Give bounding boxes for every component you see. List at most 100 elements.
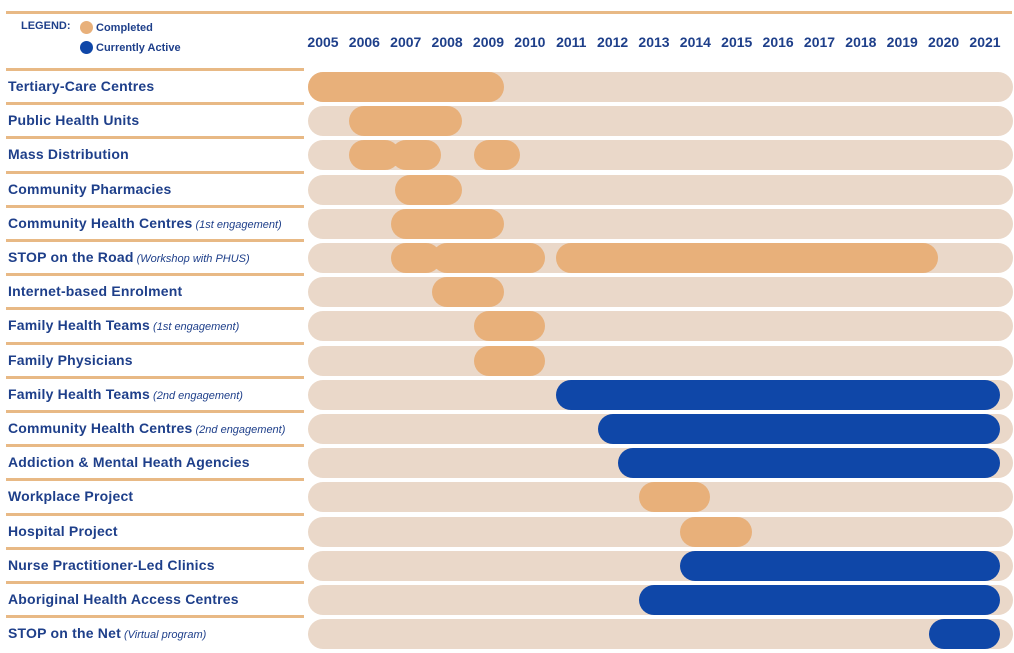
year-tick-label: 2021 <box>969 34 1001 50</box>
legend: LEGEND: Completed Currently Active <box>0 0 300 60</box>
year-tick-label: 2019 <box>886 34 918 50</box>
completed-period-bar <box>432 243 545 273</box>
row-label-text: Community Pharmacies <box>8 180 172 197</box>
completed-period-bar <box>680 516 752 547</box>
row-label: Mass Distribution <box>8 146 129 162</box>
completed-period-bar <box>394 174 463 205</box>
completed-period-bar <box>432 277 504 308</box>
timeline-track <box>308 243 1013 273</box>
row-label-note: (Virtual program) <box>123 629 207 642</box>
year-tick-label: 2018 <box>845 34 877 50</box>
timeline-track <box>308 482 1013 513</box>
year-tick-label: 2020 <box>928 34 960 50</box>
timeline-track <box>308 106 1013 137</box>
row-divider <box>6 307 304 311</box>
row-label: STOP on the Road (Workshop with PHUS) <box>8 249 250 265</box>
active-period-bar <box>928 619 1000 650</box>
legend-active-label: Currently Active <box>96 42 181 54</box>
row-label-note: (2nd engagement) <box>153 389 243 402</box>
year-tick-label: 2006 <box>348 34 380 50</box>
row-label: Community Pharmacies <box>8 181 172 197</box>
row-label-note: (Workshop with PHUS) <box>136 253 250 265</box>
row-label: Family Health Teams (2nd engagement) <box>8 386 243 402</box>
row-label: Nurse Practitioner-Led Clinics <box>8 557 215 573</box>
active-dot-icon <box>80 41 93 54</box>
year-tick-label: 2015 <box>721 34 753 50</box>
row-label-text: Family Health Teams <box>8 317 151 334</box>
row-label: Tertiary-Care Centres <box>8 78 154 94</box>
timeline-track <box>308 585 1013 615</box>
row-divider <box>6 239 304 242</box>
year-tick-label: 2014 <box>679 34 711 50</box>
timeline-track <box>308 311 1013 342</box>
completed-period-bar <box>556 243 938 273</box>
timeline-track <box>308 619 1013 650</box>
completed-period-bar <box>473 311 545 342</box>
active-period-bar <box>556 379 1000 410</box>
top-rule <box>6 11 1012 14</box>
row-label: Community Health Centres (1st engagement) <box>8 215 282 231</box>
completed-period-bar <box>639 482 711 513</box>
timeline-track <box>308 414 1013 444</box>
row-label-text: Internet-based Enrolment <box>8 283 183 300</box>
row-divider <box>6 581 304 584</box>
row-divider <box>6 68 304 71</box>
row-label: Family Health Teams (1st engagement) <box>8 317 239 333</box>
row-divider <box>6 136 304 140</box>
row-label-text: Workplace Project <box>8 488 134 505</box>
timeline-track <box>308 379 1013 410</box>
timeline-track <box>308 550 1013 581</box>
row-label-text: Family Health Teams <box>8 385 151 402</box>
year-tick-label: 2007 <box>390 34 422 50</box>
row-label: Community Health Centres (2nd engagement) <box>8 420 285 436</box>
legend-title: LEGEND: <box>21 20 71 32</box>
timeline-track <box>308 448 1013 479</box>
row-divider <box>6 410 304 413</box>
completed-period-bar <box>349 106 463 137</box>
row-divider <box>6 615 304 619</box>
row-label: Internet-based Enrolment <box>8 283 182 299</box>
row-label-text: Nurse Practitioner-Led Clinics <box>8 556 215 573</box>
completed-period-bar <box>473 345 545 376</box>
row-label: Public Health Units <box>8 112 139 128</box>
year-tick-label: 2012 <box>597 34 629 50</box>
row-divider <box>6 204 304 208</box>
row-label: Family Physicians <box>8 352 133 368</box>
timeline-track <box>308 516 1013 547</box>
row-label-text: Family Physicians <box>8 351 133 368</box>
year-tick-label: 2013 <box>638 34 670 50</box>
year-tick-label: 2016 <box>762 34 794 50</box>
row-label-text: Mass Distribution <box>8 146 129 163</box>
row-label: STOP on the Net (Virtual program) <box>8 625 206 641</box>
year-tick-label: 2005 <box>307 34 339 50</box>
row-label: Hospital Project <box>8 523 118 539</box>
timeline-track <box>308 140 1013 171</box>
row-label: Addiction & Mental Heath Agencies <box>8 454 250 470</box>
row-divider <box>6 478 304 482</box>
year-tick-label: 2008 <box>431 34 463 50</box>
active-period-bar <box>680 550 1000 581</box>
row-label-text: STOP on the Road <box>8 249 134 265</box>
row-divider <box>6 375 304 379</box>
completed-period-bar <box>390 208 504 239</box>
row-label-text: Tertiary-Care Centres <box>8 78 155 94</box>
year-tick-label: 2009 <box>472 34 505 50</box>
year-tick-label: 2010 <box>514 34 546 50</box>
row-label-note: (1st engagement) <box>195 218 282 231</box>
timeline-track <box>308 208 1013 239</box>
row-divider <box>6 273 304 277</box>
row-label-text: Community Health Centres <box>8 420 193 436</box>
row-label-note: (1st engagement) <box>153 321 240 334</box>
row-divider <box>6 102 304 106</box>
row-label-note: (2nd engagement) <box>195 424 286 436</box>
row-label-text: STOP on the Net <box>8 625 121 642</box>
timeline-track <box>308 72 1013 102</box>
row-divider <box>6 546 304 550</box>
row-label-text: Public Health Units <box>8 112 140 129</box>
timeline-track <box>308 277 1013 308</box>
completed-period-bar <box>308 72 504 102</box>
row-label-text: Hospital Project <box>8 522 118 539</box>
row-label-text: Community Health Centres <box>8 214 193 231</box>
row-label-text: Addiction & Mental Heath Agencies <box>8 454 250 471</box>
timeline-track <box>308 345 1013 376</box>
